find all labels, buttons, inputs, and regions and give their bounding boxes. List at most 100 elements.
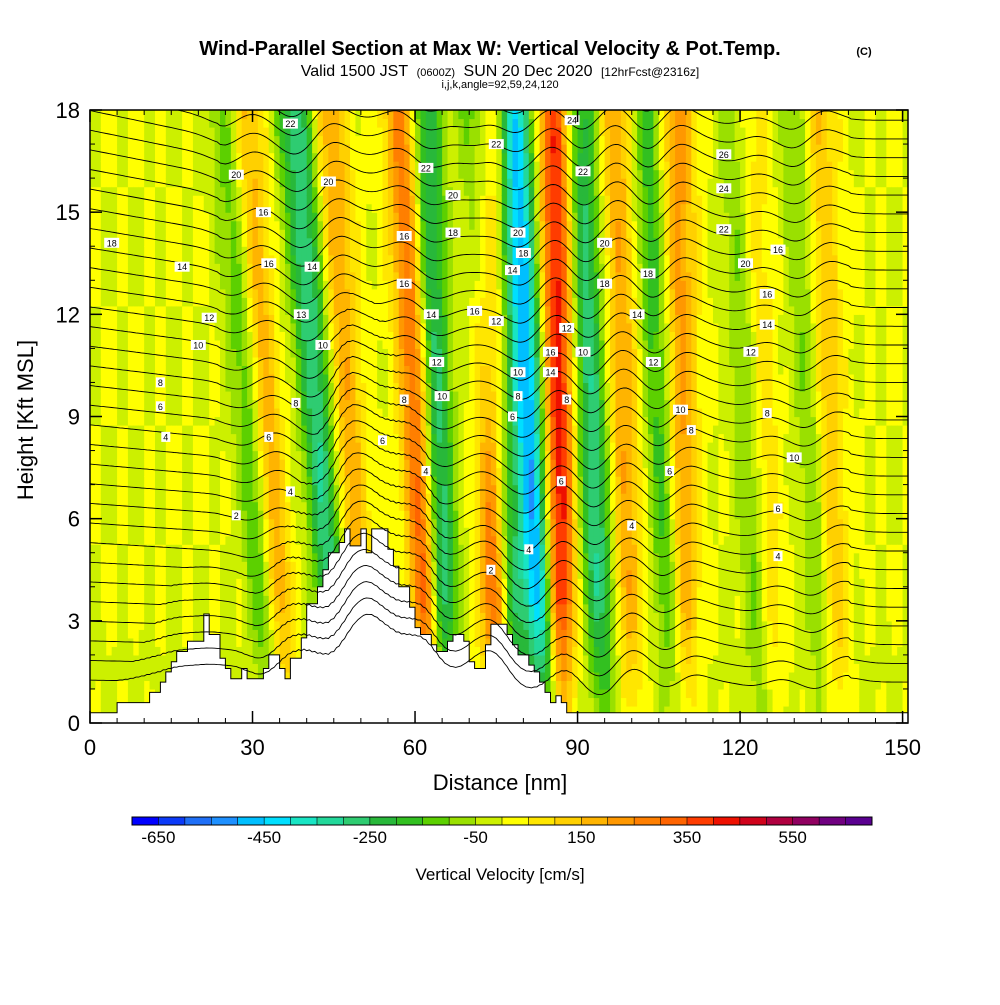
velocity-cell: [160, 204, 166, 213]
velocity-cell: [177, 153, 183, 162]
velocity-cell: [437, 119, 443, 128]
velocity-cell: [312, 170, 318, 179]
velocity-cell: [263, 578, 269, 587]
velocity-cell: [269, 289, 275, 298]
velocity-cell: [155, 544, 161, 553]
velocity-cell: [334, 374, 340, 383]
velocity-cell: [345, 442, 351, 451]
velocity-cell: [188, 570, 194, 579]
velocity-cell: [383, 255, 389, 264]
velocity-cell: [274, 153, 280, 162]
velocity-cell: [334, 204, 340, 213]
velocity-cell: [150, 476, 156, 485]
velocity-cell: [372, 289, 378, 298]
velocity-cell: [101, 604, 107, 613]
velocity-cell: [215, 144, 221, 153]
velocity-cell: [431, 195, 437, 204]
velocity-cell: [123, 221, 129, 230]
velocity-cell: [312, 399, 318, 408]
velocity-cell: [177, 417, 183, 426]
velocity-cell: [458, 485, 464, 494]
velocity-cell: [410, 493, 416, 502]
velocity-cell: [188, 323, 194, 332]
velocity-cell: [453, 246, 459, 255]
velocity-cell: [242, 621, 248, 630]
velocity-cell: [437, 425, 443, 434]
velocity-cell: [458, 153, 464, 162]
velocity-cell: [215, 297, 221, 306]
velocity-cell: [155, 153, 161, 162]
velocity-cell: [247, 391, 253, 400]
velocity-cell: [139, 595, 145, 604]
velocity-cell: [231, 221, 237, 230]
velocity-cell: [204, 178, 210, 187]
velocity-cell: [318, 451, 324, 460]
velocity-cell: [339, 221, 345, 230]
velocity-cell: [215, 110, 221, 119]
velocity-cell: [269, 272, 275, 281]
velocity-cell: [177, 195, 183, 204]
velocity-cell: [133, 408, 139, 417]
velocity-cell: [355, 434, 361, 443]
velocity-cell: [388, 434, 394, 443]
velocity-cell: [263, 536, 269, 545]
velocity-cell: [144, 476, 150, 485]
velocity-cell: [220, 425, 226, 434]
velocity-cell: [301, 178, 307, 187]
velocity-cell: [188, 604, 194, 613]
velocity-cell: [225, 374, 231, 383]
velocity-cell: [177, 297, 183, 306]
velocity-cell: [112, 468, 118, 477]
velocity-cell: [231, 263, 237, 272]
velocity-cell: [128, 476, 134, 485]
velocity-cell: [209, 604, 215, 613]
velocity-cell: [388, 459, 394, 468]
velocity-cell: [150, 544, 156, 553]
velocity-cell: [133, 340, 139, 349]
velocity-cell: [133, 612, 139, 621]
velocity-cell: [301, 561, 307, 570]
velocity-cell: [225, 357, 231, 366]
velocity-cell: [139, 646, 145, 655]
velocity-cell: [361, 476, 367, 485]
velocity-cell: [410, 297, 416, 306]
velocity-cell: [236, 340, 242, 349]
velocity-cell: [133, 348, 139, 357]
velocity-cell: [90, 655, 96, 664]
velocity-cell: [128, 629, 134, 638]
velocity-cell: [366, 178, 372, 187]
velocity-cell: [236, 297, 242, 306]
velocity-cell: [220, 127, 226, 136]
velocity-cell: [139, 391, 145, 400]
velocity-cell: [323, 468, 329, 477]
velocity-cell: [453, 161, 459, 170]
velocity-cell: [231, 621, 237, 630]
velocity-cell: [112, 655, 118, 664]
velocity-cell: [139, 476, 145, 485]
velocity-cell: [95, 272, 101, 281]
velocity-cell: [410, 527, 416, 536]
velocity-cell: [334, 110, 340, 119]
velocity-cell: [399, 570, 405, 579]
velocity-cell: [155, 195, 161, 204]
velocity-cell: [307, 578, 313, 587]
velocity-cell: [106, 170, 112, 179]
velocity-cell: [106, 348, 112, 357]
velocity-cell: [144, 544, 150, 553]
velocity-cell: [117, 638, 123, 647]
velocity-cell: [106, 493, 112, 502]
velocity-cell: [150, 493, 156, 502]
velocity-cell: [274, 238, 280, 247]
velocity-cell: [188, 289, 194, 298]
velocity-cell: [280, 544, 286, 553]
velocity-cell: [117, 417, 123, 426]
velocity-cell: [258, 612, 264, 621]
velocity-cell: [410, 502, 416, 511]
velocity-cell: [274, 221, 280, 230]
velocity-cell: [345, 187, 351, 196]
velocity-cell: [166, 391, 172, 400]
velocity-cell: [128, 357, 134, 366]
velocity-cell: [106, 544, 112, 553]
velocity-cell: [323, 314, 329, 323]
velocity-cell: [388, 425, 394, 434]
